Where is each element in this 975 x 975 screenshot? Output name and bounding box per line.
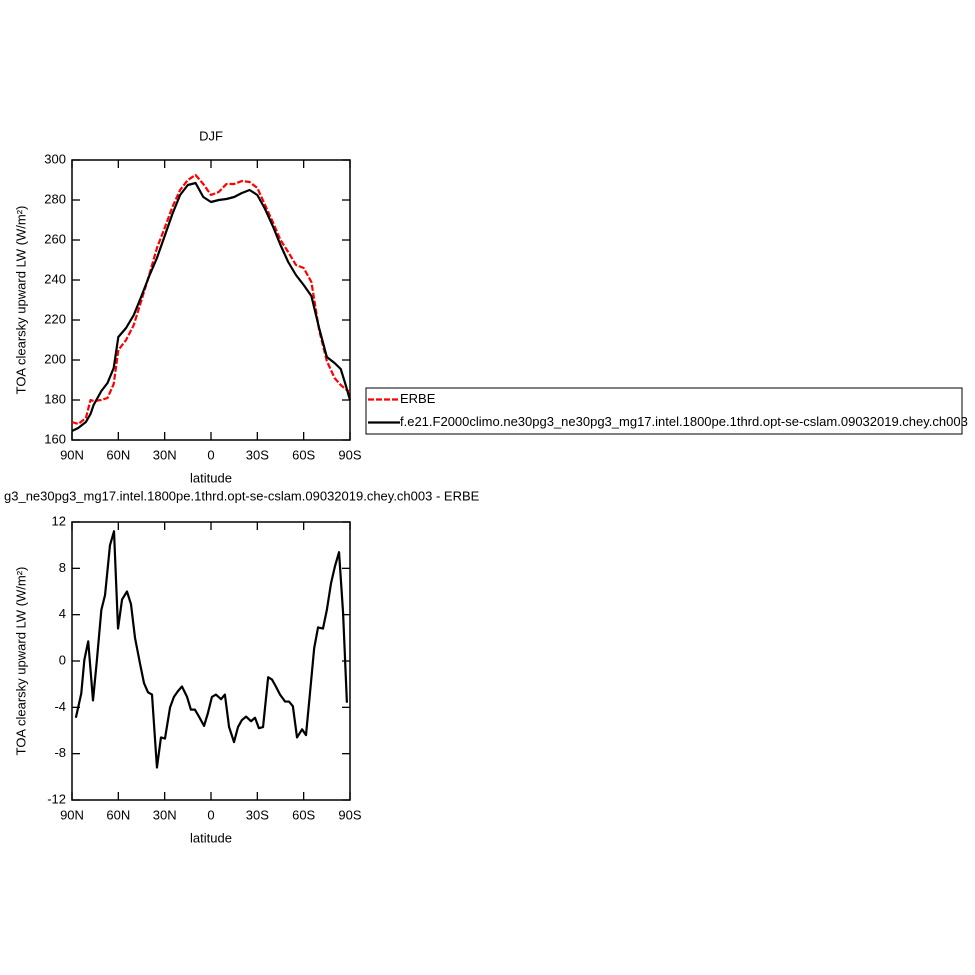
y-tick-label: -8 <box>54 745 66 760</box>
data-line <box>74 530 349 769</box>
legend-label: f.e21.F2000climo.ne30pg3_ne30pg3_mg17.in… <box>400 414 968 429</box>
x-tick-label: 90N <box>60 447 84 462</box>
y-tick-label: 4 <box>59 606 66 621</box>
y-tick-label: 260 <box>44 231 66 246</box>
data-line <box>71 173 351 426</box>
y-tick-label: 220 <box>44 311 66 326</box>
x-tick-label: 30N <box>153 807 177 822</box>
x-tick-label: 90N <box>60 807 84 822</box>
y-tick-label: 160 <box>44 431 66 446</box>
x-tick-label: 90S <box>338 807 361 822</box>
x-tick-label: 30N <box>153 447 177 462</box>
x-axis-label: latitude <box>190 830 232 845</box>
plot-frame <box>71 521 351 801</box>
x-tick-label: 60S <box>292 447 315 462</box>
x-tick-label: 30S <box>246 807 269 822</box>
x-tick-label: 30S <box>246 447 269 462</box>
y-tick-label: 180 <box>44 391 66 406</box>
x-tick-label: 60N <box>106 807 130 822</box>
chart-title: DJF <box>199 128 223 143</box>
y-tick-label: -4 <box>54 699 66 714</box>
data-line <box>71 181 352 432</box>
x-tick-label: 90S <box>338 447 361 462</box>
chart-title: g3_ne30pg3_mg17.intel.1800pe.1thrd.opt-s… <box>4 488 480 503</box>
legend-label: ERBE <box>400 391 436 406</box>
x-axis-label: latitude <box>190 470 232 485</box>
x-tick-label: 0 <box>207 447 214 462</box>
y-tick-label: 240 <box>44 271 66 286</box>
y-tick-label: 12 <box>52 513 66 528</box>
legend-box <box>365 387 963 435</box>
y-axis-label: TOA clearsky upward LW (W/m²) <box>13 206 28 395</box>
y-tick-label: 8 <box>59 560 66 575</box>
y-tick-label: 300 <box>44 151 66 166</box>
y-tick-label: 280 <box>44 191 66 206</box>
x-tick-label: 60N <box>106 447 130 462</box>
y-tick-label: 200 <box>44 351 66 366</box>
y-tick-label: -12 <box>47 791 66 806</box>
x-tick-label: 0 <box>207 807 214 822</box>
y-axis-label: TOA clearsky upward LW (W/m²) <box>13 567 28 756</box>
y-tick-label: 0 <box>59 652 66 667</box>
x-tick-label: 60S <box>292 807 315 822</box>
